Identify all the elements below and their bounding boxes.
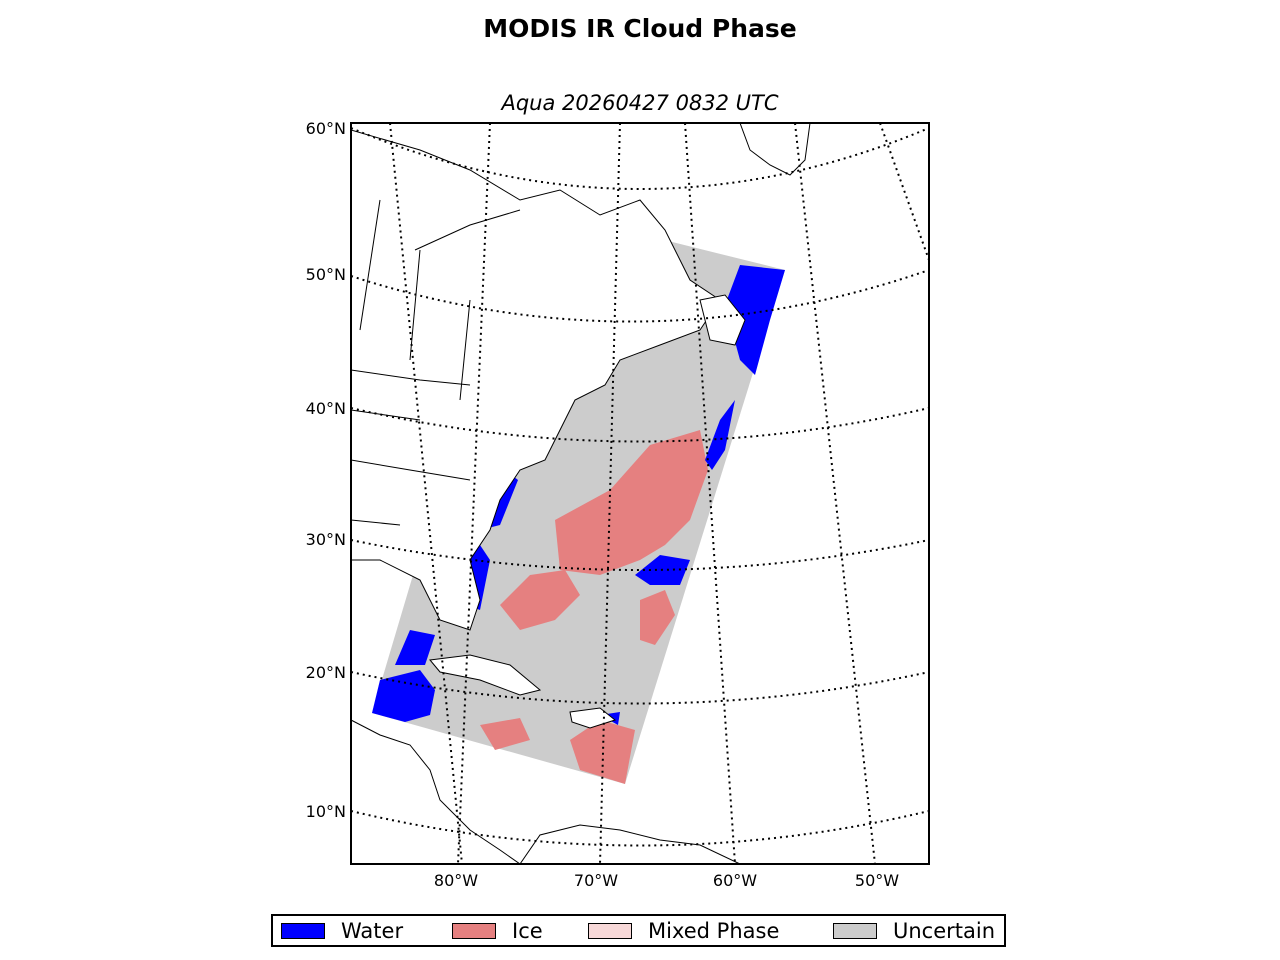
legend-label-water: Water [341,918,404,943]
graticule [351,123,929,864]
legend-swatch-ice [452,922,496,939]
legend-label-uncertain: Uncertain [893,918,996,943]
legend-item-mixed-phase: Mixed Phase [588,916,779,945]
lat-label-40: 40°N [306,399,346,418]
lon-label-80: 80°W [434,871,478,890]
legend-label-ice: Ice [512,918,543,943]
lat-label-50: 50°N [306,265,346,284]
map-title: MODIS IR Cloud Phase [483,14,797,43]
lon-label-50: 50°W [855,871,899,890]
legend-item-water: Water [281,916,403,945]
lon-labels: 80°W 70°W 60°W 50°W [434,871,899,890]
borders [351,199,521,526]
lat-label-10: 10°N [306,802,346,821]
swath-uncertain [372,205,785,784]
lon-label-60: 60°W [713,871,757,890]
lat-label-60: 60°N [306,119,346,138]
legend: Water Ice Mixed Phase Uncertain [271,914,1006,947]
legend-item-ice: Ice [452,916,543,945]
lat-labels: 60°N 50°N 40°N 30°N 20°N 10°N [306,119,346,821]
legend-swatch-uncertain [833,922,877,939]
map-subtitle: Aqua 20260427 0832 UTC [501,91,779,115]
map-frame [350,122,930,865]
land-masses [351,123,811,864]
legend-swatch-water [281,922,325,939]
lat-label-30: 30°N [306,530,346,549]
lat-label-20: 20°N [306,663,346,682]
legend-label-mixed-phase: Mixed Phase [648,918,780,943]
legend-swatch-mixed-phase [588,922,632,939]
legend-item-uncertain: Uncertain [833,916,995,945]
lon-label-70: 70°W [574,871,618,890]
map-content [351,123,929,864]
